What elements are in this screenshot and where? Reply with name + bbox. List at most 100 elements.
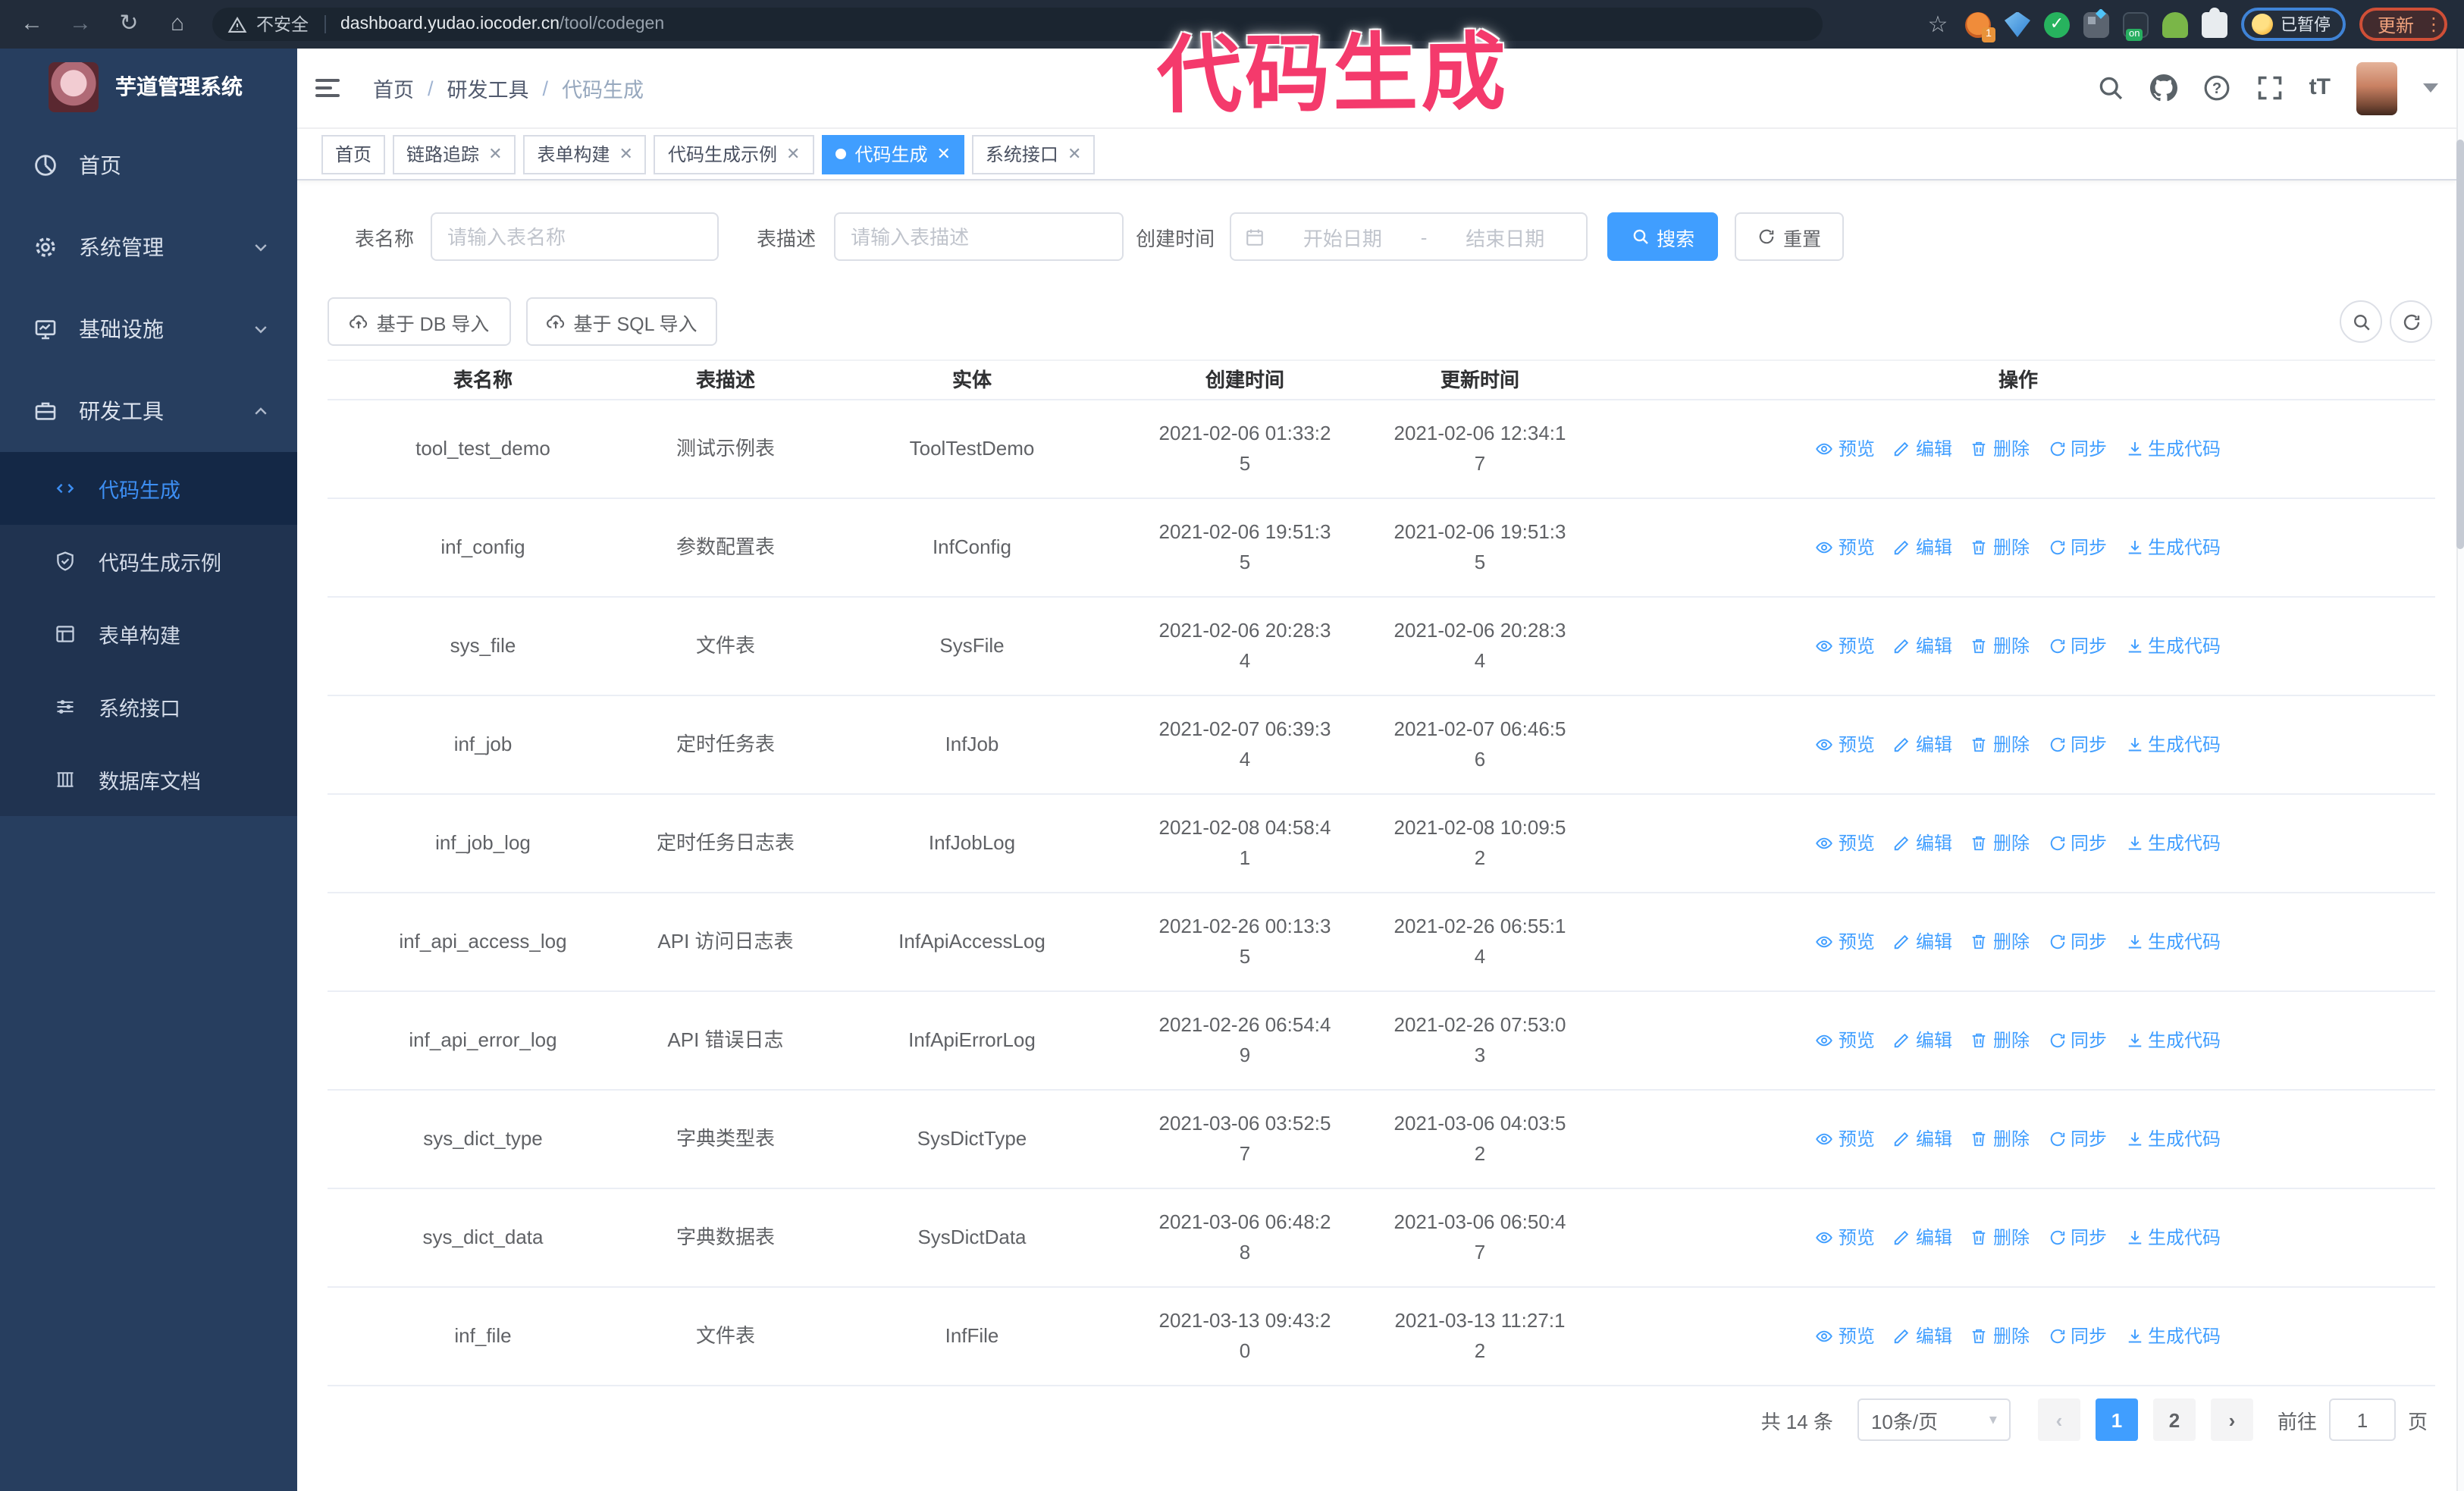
action-generate-code-link[interactable]: 生成代码 [2125, 532, 2221, 563]
prev-page-button[interactable]: ‹ [2037, 1398, 2080, 1441]
extension-tiles-icon[interactable] [2083, 11, 2109, 37]
close-icon[interactable]: ✕ [786, 146, 801, 164]
action-delete-link[interactable]: 删除 [1970, 927, 2030, 957]
action-preview-link[interactable]: 预览 [1816, 1124, 1875, 1154]
action-preview-link[interactable]: 预览 [1816, 1321, 1875, 1351]
sidebar-item-devtools[interactable]: 研发工具 [0, 370, 297, 452]
update-button[interactable]: 更新 ⋮ [2359, 8, 2447, 41]
sidebar-subitem-db-doc[interactable]: 数据库文档 [0, 743, 297, 816]
sidebar-subitem-codegen-example[interactable]: 代码生成示例 [0, 525, 297, 598]
action-edit-link[interactable]: 编辑 [1893, 1025, 1952, 1056]
action-delete-link[interactable]: 删除 [1970, 434, 2030, 464]
action-edit-link[interactable]: 编辑 [1893, 730, 1952, 760]
extension-switch-icon[interactable]: on [2122, 11, 2149, 40]
action-generate-code-link[interactable]: 生成代码 [2125, 1124, 2221, 1154]
action-generate-code-link[interactable]: 生成代码 [2125, 1025, 2221, 1056]
action-sync-link[interactable]: 同步 [2048, 1321, 2107, 1351]
action-delete-link[interactable]: 删除 [1970, 532, 2030, 563]
sidebar-subitem-form-builder[interactable]: 表单构建 [0, 598, 297, 670]
action-sync-link[interactable]: 同步 [2048, 927, 2107, 957]
action-sync-link[interactable]: 同步 [2048, 1025, 2107, 1056]
action-edit-link[interactable]: 编辑 [1893, 532, 1952, 563]
action-edit-link[interactable]: 编辑 [1893, 1321, 1952, 1351]
home-icon[interactable]: ⌂ [170, 11, 185, 36]
action-generate-code-link[interactable]: 生成代码 [2125, 1223, 2221, 1253]
font-size-icon[interactable]: tT [2309, 74, 2331, 100]
action-generate-code-link[interactable]: 生成代码 [2125, 730, 2221, 760]
action-delete-link[interactable]: 删除 [1970, 1321, 2030, 1351]
security-label[interactable]: 不安全 [256, 17, 309, 35]
close-icon[interactable]: ✕ [488, 146, 503, 164]
tab-form-builder[interactable]: 表单构建 ✕ [523, 134, 647, 174]
breadcrumb-home[interactable]: 首页 [373, 79, 414, 102]
back-icon[interactable]: ← [20, 11, 43, 36]
close-icon[interactable]: ✕ [1067, 146, 1082, 164]
search-icon[interactable] [2097, 74, 2124, 102]
bookmark-star-icon[interactable]: ☆ [1927, 12, 1948, 38]
action-preview-link[interactable]: 预览 [1816, 532, 1875, 563]
page-scrollbar[interactable] [2456, 49, 2464, 1491]
action-edit-link[interactable]: 编辑 [1893, 631, 1952, 661]
action-delete-link[interactable]: 删除 [1970, 631, 2030, 661]
action-sync-link[interactable]: 同步 [2048, 631, 2107, 661]
sidebar-item-home[interactable]: 首页 [0, 124, 297, 206]
extension-check-icon[interactable]: ✓ [2043, 11, 2070, 37]
forward-icon[interactable]: → [69, 11, 92, 36]
action-generate-code-link[interactable]: 生成代码 [2125, 927, 2221, 957]
action-edit-link[interactable]: 编辑 [1893, 1124, 1952, 1154]
action-delete-link[interactable]: 删除 [1970, 1223, 2030, 1253]
action-generate-code-link[interactable]: 生成代码 [2125, 1321, 2221, 1351]
scrollbar-thumb[interactable] [2456, 140, 2464, 549]
action-delete-link[interactable]: 删除 [1970, 828, 2030, 859]
help-icon[interactable]: ? [2203, 74, 2230, 102]
tab-system-api[interactable]: 系统接口 ✕ [971, 134, 1096, 174]
action-generate-code-link[interactable]: 生成代码 [2125, 434, 2221, 464]
breadcrumb-devtools[interactable]: 研发工具 [447, 79, 529, 102]
action-preview-link[interactable]: 预览 [1816, 434, 1875, 464]
hamburger-icon[interactable] [315, 73, 346, 103]
reload-icon[interactable]: ↻ [119, 11, 139, 36]
close-icon[interactable]: ✕ [619, 146, 633, 164]
tab-codegen[interactable]: 代码生成 ✕ [821, 134, 964, 174]
action-edit-link[interactable]: 编辑 [1893, 927, 1952, 957]
action-generate-code-link[interactable]: 生成代码 [2125, 631, 2221, 661]
next-page-button[interactable]: › [2210, 1398, 2253, 1441]
extension-gem-icon[interactable] [2004, 11, 2030, 37]
address-bar[interactable]: 不安全 dashboard.yudao.iocoder.cn/tool/code… [212, 8, 1823, 41]
action-preview-link[interactable]: 预览 [1816, 1223, 1875, 1253]
sidebar-item-system[interactable]: 系统管理 [0, 206, 297, 288]
tab-tracing[interactable]: 链路追踪 ✕ [393, 134, 516, 174]
tab-home[interactable]: 首页 [321, 134, 386, 174]
sidebar-subitem-system-api[interactable]: 系统接口 [0, 670, 297, 743]
extension-lion-icon[interactable]: 1 [1964, 11, 1995, 42]
sidebar-subitem-codegen[interactable]: 代码生成 [0, 452, 297, 525]
action-preview-link[interactable]: 预览 [1816, 927, 1875, 957]
action-sync-link[interactable]: 同步 [2048, 532, 2107, 563]
action-sync-link[interactable]: 同步 [2048, 828, 2107, 859]
action-edit-link[interactable]: 编辑 [1893, 1223, 1952, 1253]
action-delete-link[interactable]: 删除 [1970, 1124, 2030, 1154]
paused-badge[interactable]: 已暂停 [2240, 8, 2346, 41]
action-sync-link[interactable]: 同步 [2048, 434, 2107, 464]
search-button[interactable]: 搜索 [1607, 212, 1719, 261]
user-avatar[interactable] [2356, 61, 2397, 115]
github-icon[interactable] [2149, 74, 2177, 102]
extensions-puzzle-icon[interactable] [2201, 7, 2227, 37]
extension-key-icon[interactable] [2161, 11, 2188, 37]
action-preview-link[interactable]: 预览 [1816, 730, 1875, 760]
page-button-1[interactable]: 1 [2095, 1398, 2138, 1441]
date-range-input[interactable]: 开始日期 - 结束日期 [1230, 212, 1588, 261]
refresh-circle-button[interactable] [2390, 300, 2432, 343]
action-delete-link[interactable]: 删除 [1970, 730, 2030, 760]
search-toggle-circle-button[interactable] [2340, 300, 2382, 343]
page-size-select[interactable]: 10条/页 ▾ [1857, 1398, 2011, 1441]
kebab-menu-icon[interactable]: ⋮ [2425, 14, 2443, 35]
action-preview-link[interactable]: 预览 [1816, 631, 1875, 661]
action-generate-code-link[interactable]: 生成代码 [2125, 828, 2221, 859]
action-edit-link[interactable]: 编辑 [1893, 434, 1952, 464]
goto-page-input[interactable] [2328, 1398, 2396, 1441]
fullscreen-icon[interactable] [2256, 74, 2284, 102]
sidebar-item-infrastructure[interactable]: 基础设施 [0, 288, 297, 370]
tab-codegen-example[interactable]: 代码生成示例 ✕ [654, 134, 814, 174]
avatar-caret-icon[interactable] [2423, 83, 2438, 93]
